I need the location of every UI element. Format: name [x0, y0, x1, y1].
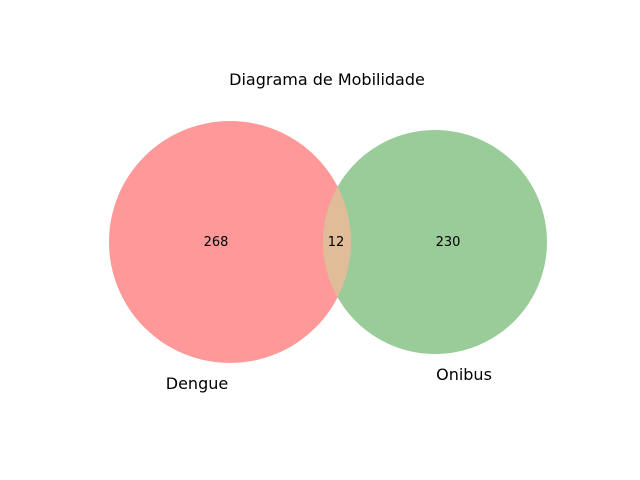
count-only-onibus: 230: [436, 235, 461, 250]
count-intersection: 12: [328, 235, 345, 250]
diagram-title: Diagrama de Mobilidade: [229, 70, 425, 89]
set-label-onibus: Onibus: [436, 365, 492, 384]
set-label-dengue: Dengue: [166, 374, 228, 393]
set-circle-onibus: [323, 130, 547, 354]
set-circle-dengue: [109, 121, 351, 363]
count-only-dengue: 268: [204, 235, 229, 250]
